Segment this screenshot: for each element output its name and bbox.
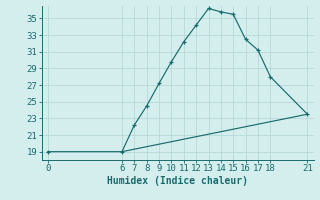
X-axis label: Humidex (Indice chaleur): Humidex (Indice chaleur): [107, 176, 248, 186]
